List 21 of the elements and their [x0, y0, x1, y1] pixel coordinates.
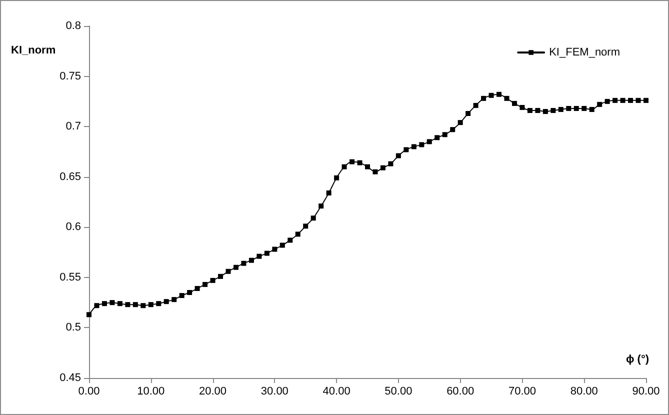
y-tick-label: 0.6: [66, 221, 81, 234]
x-tick-label: 30.00: [260, 386, 288, 398]
x-tick-label: 0.00: [78, 386, 100, 398]
x-tick-label: 80.00: [570, 386, 598, 398]
x-tick-label: 50.00: [384, 386, 412, 398]
x-tick-label: 20.00: [199, 386, 227, 398]
y-tick-label: 0.7: [66, 120, 81, 133]
y-tick-label: 0.45: [60, 372, 81, 384]
x-axis-title: ϕ (°): [626, 354, 650, 366]
y-tick-label: 0.5: [66, 322, 81, 334]
x-tick-label: 10.00: [137, 386, 165, 398]
y-tick-label: 0.55: [60, 271, 81, 284]
x-tick-label: 40.00: [322, 386, 350, 398]
y-axis-title: KI_norm: [11, 44, 56, 56]
x-tick-label: 70.00: [508, 386, 536, 398]
y-tick-label: 0.75: [60, 70, 81, 82]
y-tick-label: 0.65: [60, 170, 81, 183]
x-tick-label: 60.00: [446, 386, 474, 398]
legend-label: KI_FEM_norm: [549, 46, 620, 58]
y-tick-label: 0.8: [66, 20, 81, 32]
x-tick-label: 90.00: [632, 386, 660, 398]
